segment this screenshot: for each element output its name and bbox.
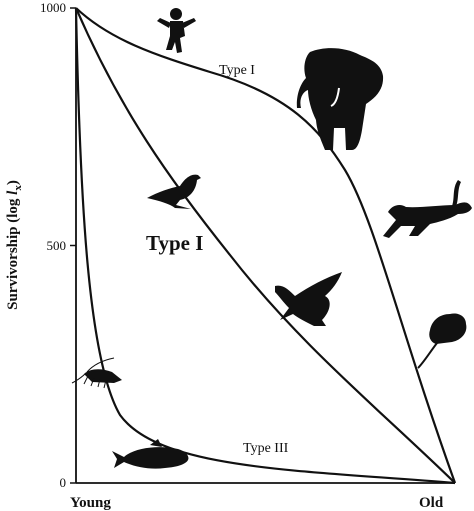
- type-2-label: Type I: [146, 231, 203, 255]
- y-axis-label-sub: x: [12, 185, 24, 191]
- elephant-icon: [296, 48, 384, 151]
- human-icon: [157, 8, 196, 53]
- y-tick-label: 0: [60, 475, 67, 490]
- cougar-icon: [383, 180, 472, 238]
- y-axis-label-close: ): [5, 180, 21, 185]
- type-3-curve: [74, 7, 456, 485]
- x-axis-end-label: Old: [419, 495, 444, 511]
- shrimp-icon: [71, 357, 122, 389]
- rodent-icon: [417, 313, 467, 369]
- y-tick-label: 500: [47, 238, 67, 253]
- y-axis-label-main: Survivorship (log: [5, 195, 21, 310]
- y-axis-label: Survivorship (log lx): [5, 180, 24, 310]
- type-1-label: Type I: [219, 63, 255, 78]
- bird-icon: [147, 174, 201, 209]
- fish-icon: [112, 439, 189, 469]
- y-tick-label: 1000: [40, 0, 66, 15]
- type-3-label: Type III: [243, 441, 289, 456]
- x-axis-start-label: Young: [70, 495, 111, 511]
- y-axis-label-italic: l: [5, 190, 21, 195]
- type-2-curve: [74, 7, 456, 484]
- type-1-curve: [75, 7, 457, 484]
- eagle-icon: [275, 272, 342, 326]
